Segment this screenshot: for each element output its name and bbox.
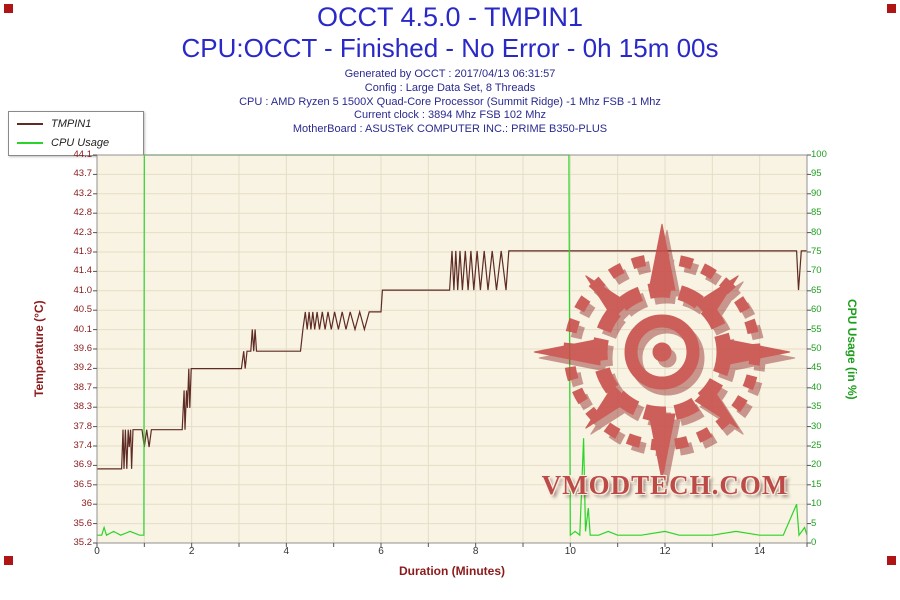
chart-title: OCCT 4.5.0 - TMPIN1 (316, 2, 584, 32)
legend-label: TMPIN1 (51, 118, 92, 130)
corner-marker (887, 4, 896, 13)
chart-subtitle: CPU:OCCT - Finished - No Error - 0h 15m … (181, 33, 719, 63)
info-clock: Current clock : 3894 Mhz FSB 102 Mhz (354, 109, 546, 122)
vmodtech-emblem (522, 212, 802, 492)
legend-label: CPU Usage (51, 137, 110, 149)
y-axis-right-ticks: 100 95 90 85 80 75 70 65 60 55 50 45 40 35 30 25 20 15 10 5… (811, 149, 827, 548)
x-axis-ticks: 0 2 4 6 8 10 12 14 (94, 546, 766, 557)
info-generated: Generated by OCCT : 2017/04/13 06:31:57 (344, 68, 556, 80)
corner-marker (887, 556, 896, 565)
info-cpu: CPU : AMD Ryzen 5 1500X Quad-Core Proces… (239, 95, 661, 108)
system-info-block: Generated by OCCT : 2017/04/13 06:31:57 … (0, 68, 900, 137)
legend-item-cpu-usage: CPU Usage (17, 137, 135, 149)
vmodtech-watermark-text: VMODTECH.COM (541, 470, 789, 500)
corner-marker (4, 556, 13, 565)
legend-item-tmpin1: TMPIN1 (17, 118, 135, 130)
info-motherboard: MotherBoard : ASUSTeK COMPUTER INC.: PRI… (292, 123, 608, 136)
legend: TMPIN1 CPU Usage (8, 111, 144, 156)
corner-marker (4, 4, 13, 13)
tmpin1-line-swatch (17, 123, 43, 125)
cpu-usage-line-swatch (17, 142, 43, 144)
y-axis-right-title: CPU Usage (in %) (845, 298, 859, 400)
x-axis-title: Duration (Minutes) (399, 564, 505, 578)
info-config: Config : Large Data Set, 8 Threads (364, 81, 536, 94)
y-axis-left-ticks: 44.1 43.7 43.2 42.8 42.3 41.9 41.4 41.0 40.5 40.1… (73, 149, 93, 548)
